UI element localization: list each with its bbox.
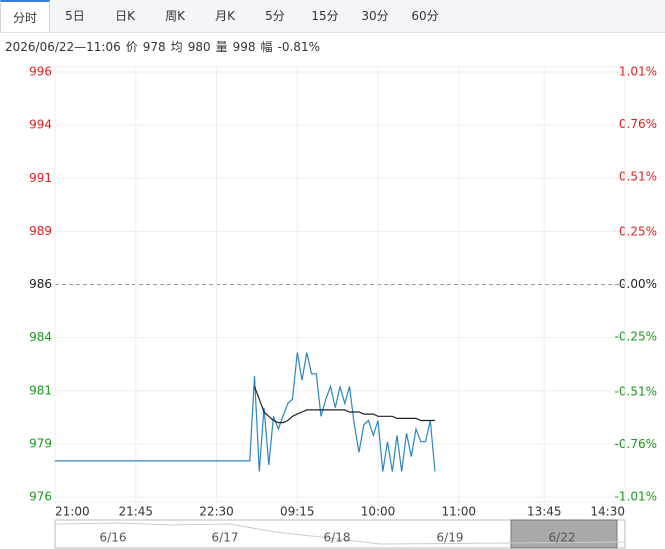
- tab[interactable]: 5分: [265, 9, 285, 23]
- y2-tick-label: -1.01%: [615, 490, 657, 504]
- x-tick-label: 11:00: [441, 505, 476, 519]
- info-item: 978: [142, 40, 166, 54]
- x-tick-label: 10:00: [361, 505, 396, 519]
- navigator-label: 6/19: [437, 531, 464, 545]
- info-item: 幅: [260, 40, 273, 54]
- tab[interactable]: 日K: [115, 9, 135, 23]
- info-item: 998: [232, 40, 256, 54]
- tab-bar: 分时 5日 日K 周K 月K 5分 15分 30分 60分: [0, 0, 665, 33]
- x-tick-label: 13:45: [527, 505, 562, 519]
- tab[interactable]: 15分: [311, 9, 339, 23]
- y-tick-label: 986: [29, 277, 52, 291]
- y-tick-label: 984: [29, 330, 52, 344]
- y2-tick-label: 0.51%: [619, 170, 657, 184]
- info-item: 量: [215, 40, 228, 54]
- navigator-label: 6/16: [100, 531, 127, 545]
- info-item: 价: [125, 40, 138, 54]
- y2-tick-label: -0.76%: [615, 437, 657, 451]
- tab[interactable]: 5日: [65, 9, 85, 23]
- tab[interactable]: 分时: [0, 0, 50, 32]
- y-tick-label: 996: [29, 65, 52, 79]
- y2-tick-label: 0.00%: [619, 277, 657, 291]
- y2-tick-label: -0.51%: [615, 384, 657, 398]
- navigator-trace: [55, 522, 626, 545]
- info-item: -0.81%: [277, 40, 320, 54]
- y-tick-label: 989: [29, 224, 52, 238]
- navigator-label: 6/18: [324, 531, 351, 545]
- info-line: 2026/06/22—11:06 价 978 均 980 量 998 幅 -0.81%: [5, 38, 325, 55]
- x-tick-label: 14:30: [590, 505, 625, 519]
- y-tick-label: 981: [29, 383, 52, 397]
- navigator-window[interactable]: [510, 519, 618, 549]
- y-tick-label: 991: [29, 171, 52, 185]
- tab[interactable]: 月K: [215, 9, 235, 23]
- info-item: 2026/06/22—11:06: [5, 40, 121, 54]
- info-item: 980: [187, 40, 211, 54]
- tab[interactable]: 60分: [411, 9, 439, 23]
- navigator-label: 6/22: [549, 531, 576, 545]
- y-tick-label: 979: [29, 436, 52, 450]
- info-item: 均: [170, 40, 183, 54]
- y2-tick-label: -0.25%: [615, 330, 657, 344]
- tab[interactable]: 周K: [165, 9, 185, 23]
- x-tick-label: 09:15: [280, 505, 315, 519]
- x-tick-label: 22:30: [199, 505, 234, 519]
- price-line: [253, 386, 435, 424]
- x-tick-label: 21:45: [118, 505, 153, 519]
- tab[interactable]: 30分: [361, 9, 389, 23]
- navigator-label: 6/17: [212, 531, 239, 545]
- y-tick-label: 976: [29, 490, 52, 504]
- y2-tick-label: 0.76%: [619, 117, 657, 131]
- price-line: [55, 352, 436, 472]
- x-tick-label: 21:00: [55, 505, 90, 519]
- y2-tick-label: 1.01%: [619, 65, 657, 79]
- y-tick-label: 994: [29, 118, 52, 132]
- y2-tick-label: 0.25%: [619, 224, 657, 238]
